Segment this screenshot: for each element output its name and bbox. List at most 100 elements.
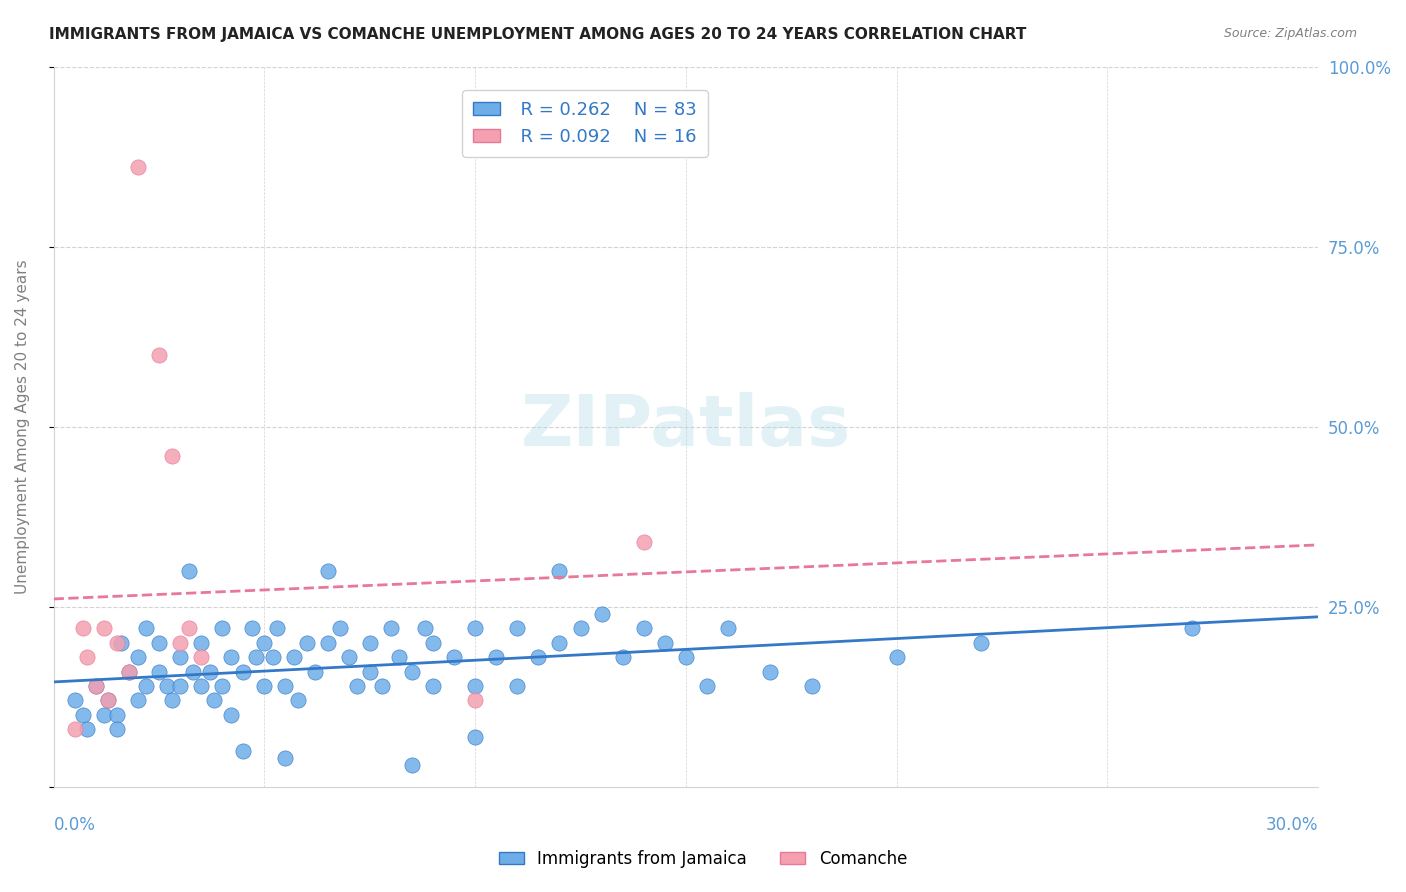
Point <box>148 636 170 650</box>
Point <box>443 650 465 665</box>
Point <box>696 679 718 693</box>
Point <box>219 650 242 665</box>
Point <box>135 622 157 636</box>
Point <box>84 679 107 693</box>
Point <box>464 730 486 744</box>
Point <box>93 707 115 722</box>
Point <box>148 348 170 362</box>
Point <box>262 650 284 665</box>
Text: 30.0%: 30.0% <box>1265 816 1319 834</box>
Point <box>970 636 993 650</box>
Text: 0.0%: 0.0% <box>53 816 96 834</box>
Text: Source: ZipAtlas.com: Source: ZipAtlas.com <box>1223 27 1357 40</box>
Point <box>1181 622 1204 636</box>
Legend: Immigrants from Jamaica, Comanche: Immigrants from Jamaica, Comanche <box>492 844 914 875</box>
Point <box>245 650 267 665</box>
Point <box>156 679 179 693</box>
Point <box>548 636 571 650</box>
Y-axis label: Unemployment Among Ages 20 to 24 years: Unemployment Among Ages 20 to 24 years <box>15 260 30 594</box>
Point <box>160 449 183 463</box>
Point <box>506 679 529 693</box>
Point <box>198 665 221 679</box>
Point <box>105 707 128 722</box>
Point <box>413 622 436 636</box>
Point <box>76 723 98 737</box>
Point <box>274 751 297 765</box>
Point <box>177 564 200 578</box>
Point <box>337 650 360 665</box>
Point <box>127 693 149 707</box>
Point <box>266 622 288 636</box>
Point <box>359 665 381 679</box>
Point <box>118 665 141 679</box>
Point <box>569 622 592 636</box>
Point <box>316 636 339 650</box>
Point <box>464 622 486 636</box>
Point <box>76 650 98 665</box>
Point <box>105 723 128 737</box>
Point <box>97 693 120 707</box>
Point <box>304 665 326 679</box>
Point <box>612 650 634 665</box>
Point <box>329 622 352 636</box>
Point <box>127 650 149 665</box>
Legend:   R = 0.262    N = 83,   R = 0.092    N = 16: R = 0.262 N = 83, R = 0.092 N = 16 <box>463 90 707 157</box>
Point <box>84 679 107 693</box>
Point <box>169 636 191 650</box>
Point <box>160 693 183 707</box>
Point <box>232 744 254 758</box>
Point <box>190 679 212 693</box>
Point <box>548 564 571 578</box>
Point <box>422 679 444 693</box>
Point <box>219 707 242 722</box>
Point <box>633 622 655 636</box>
Point <box>274 679 297 693</box>
Point <box>190 636 212 650</box>
Point <box>63 693 86 707</box>
Point <box>202 693 225 707</box>
Point <box>654 636 676 650</box>
Point <box>287 693 309 707</box>
Point <box>105 636 128 650</box>
Point <box>72 707 94 722</box>
Point <box>240 622 263 636</box>
Point <box>675 650 697 665</box>
Point <box>801 679 824 693</box>
Point <box>177 622 200 636</box>
Point <box>190 650 212 665</box>
Point <box>232 665 254 679</box>
Point <box>717 622 740 636</box>
Point <box>371 679 394 693</box>
Point <box>464 679 486 693</box>
Point <box>63 723 86 737</box>
Point <box>316 564 339 578</box>
Text: IMMIGRANTS FROM JAMAICA VS COMANCHE UNEMPLOYMENT AMONG AGES 20 TO 24 YEARS CORRE: IMMIGRANTS FROM JAMAICA VS COMANCHE UNEM… <box>49 27 1026 42</box>
Point <box>506 622 529 636</box>
Text: ZIPatlas: ZIPatlas <box>520 392 851 461</box>
Point <box>295 636 318 650</box>
Point <box>886 650 908 665</box>
Point <box>485 650 508 665</box>
Point <box>110 636 132 650</box>
Point <box>464 693 486 707</box>
Point <box>93 622 115 636</box>
Point <box>211 622 233 636</box>
Point <box>401 665 423 679</box>
Point <box>388 650 411 665</box>
Point <box>72 622 94 636</box>
Point <box>148 665 170 679</box>
Point <box>759 665 782 679</box>
Point <box>591 607 613 621</box>
Point <box>253 679 276 693</box>
Point <box>127 161 149 175</box>
Point <box>422 636 444 650</box>
Point <box>97 693 120 707</box>
Point <box>346 679 368 693</box>
Point <box>283 650 305 665</box>
Point <box>253 636 276 650</box>
Point <box>169 650 191 665</box>
Point <box>527 650 550 665</box>
Point <box>380 622 402 636</box>
Point <box>118 665 141 679</box>
Point <box>211 679 233 693</box>
